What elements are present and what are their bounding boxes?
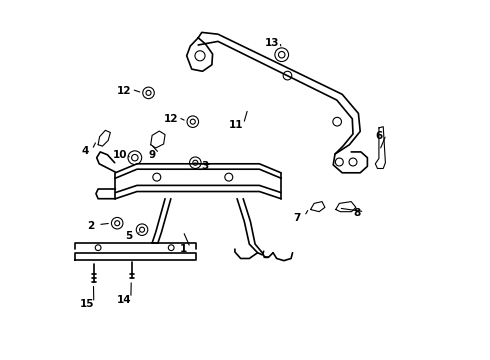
Text: 12: 12 [117,86,132,96]
Circle shape [335,158,343,166]
Text: 13: 13 [265,38,280,48]
Text: 4: 4 [81,146,89,156]
Text: 8: 8 [354,208,361,218]
Text: 15: 15 [79,299,94,309]
Circle shape [333,117,342,126]
Circle shape [128,151,142,165]
Text: 7: 7 [294,213,301,223]
Circle shape [169,245,174,251]
Circle shape [193,160,198,165]
Text: 5: 5 [125,231,133,241]
Text: 10: 10 [113,150,127,160]
Circle shape [195,51,205,61]
Circle shape [115,221,120,226]
Text: 2: 2 [87,221,95,231]
Circle shape [349,158,357,166]
Circle shape [143,87,154,99]
Text: 1: 1 [179,244,187,254]
Circle shape [153,173,161,181]
Circle shape [111,217,123,229]
Circle shape [275,48,289,62]
Circle shape [187,116,198,127]
Text: 3: 3 [201,161,208,171]
Text: 11: 11 [229,120,244,130]
Text: 9: 9 [148,150,156,160]
Circle shape [190,119,196,124]
Circle shape [136,224,148,235]
Circle shape [225,173,233,181]
Text: 12: 12 [164,114,178,124]
Circle shape [146,90,151,95]
Circle shape [190,157,201,168]
Circle shape [283,71,292,80]
Circle shape [278,51,285,58]
Text: 6: 6 [375,131,383,141]
Circle shape [95,245,101,251]
Text: 14: 14 [116,294,131,305]
Circle shape [140,227,145,232]
Circle shape [132,154,138,161]
